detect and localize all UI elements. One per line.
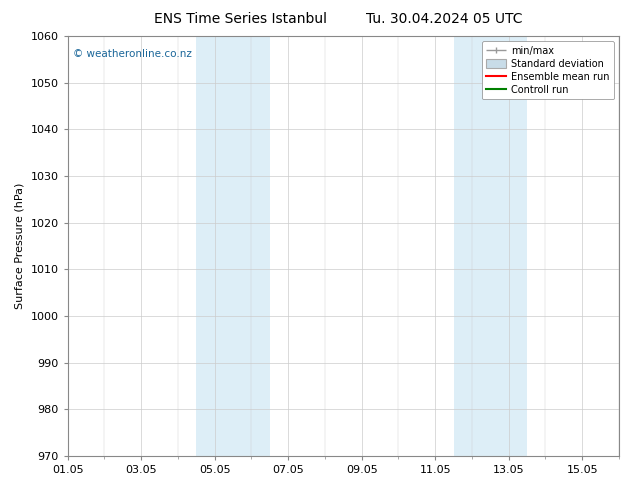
Text: © weatheronline.co.nz: © weatheronline.co.nz: [73, 49, 192, 59]
Text: ENS Time Series Istanbul: ENS Time Series Istanbul: [155, 12, 327, 26]
Y-axis label: Surface Pressure (hPa): Surface Pressure (hPa): [15, 183, 25, 309]
Bar: [490, 36, 527, 456]
Bar: [197, 36, 233, 456]
Text: Tu. 30.04.2024 05 UTC: Tu. 30.04.2024 05 UTC: [366, 12, 522, 26]
Legend: min/max, Standard deviation, Ensemble mean run, Controll run: min/max, Standard deviation, Ensemble me…: [482, 41, 614, 99]
Bar: [233, 36, 270, 456]
Bar: [453, 36, 490, 456]
